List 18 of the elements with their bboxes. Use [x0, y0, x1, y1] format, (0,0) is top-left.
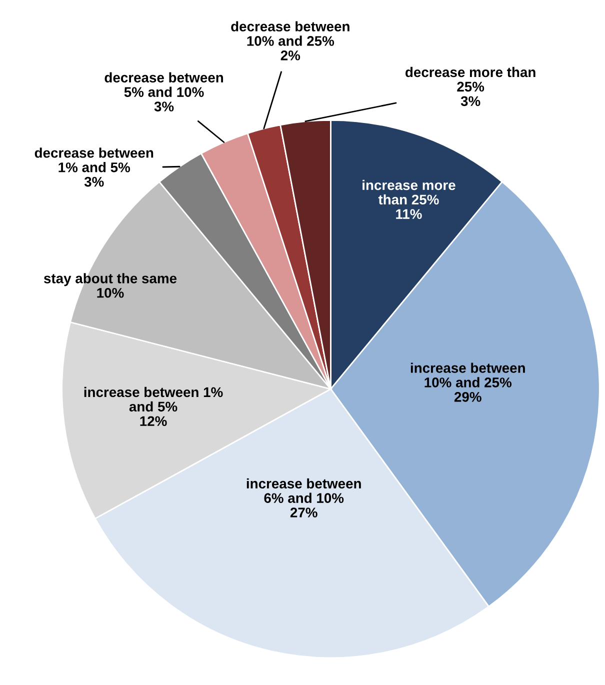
data-label: 10%	[97, 288, 124, 298]
slice-label: decrease between 10% and 25%	[231, 21, 350, 46]
slice-label: stay about the same	[44, 273, 177, 286]
data-label: 2%	[280, 50, 300, 60]
slice-label: decrease more than 25%	[406, 66, 536, 92]
slice-label: increase between 10% and 25%	[410, 362, 525, 388]
data-label: 3%	[154, 102, 174, 112]
data-label: 29%	[454, 392, 482, 402]
data-label: 3%	[460, 96, 480, 106]
slice-label: increase between 6% and 10%	[246, 478, 361, 503]
data-label: 3%	[84, 176, 104, 187]
slice-label: decrease between 5% and 10%	[104, 72, 223, 97]
data-label: 27%	[290, 508, 318, 518]
data-label: 12%	[140, 416, 167, 426]
data-label: 11%	[396, 209, 422, 219]
slice-label: decrease between 1% and 5%	[34, 148, 154, 172]
slice-label: increase between 1% and 5%	[84, 386, 223, 412]
slice-label: increase more than 25%	[362, 180, 456, 205]
